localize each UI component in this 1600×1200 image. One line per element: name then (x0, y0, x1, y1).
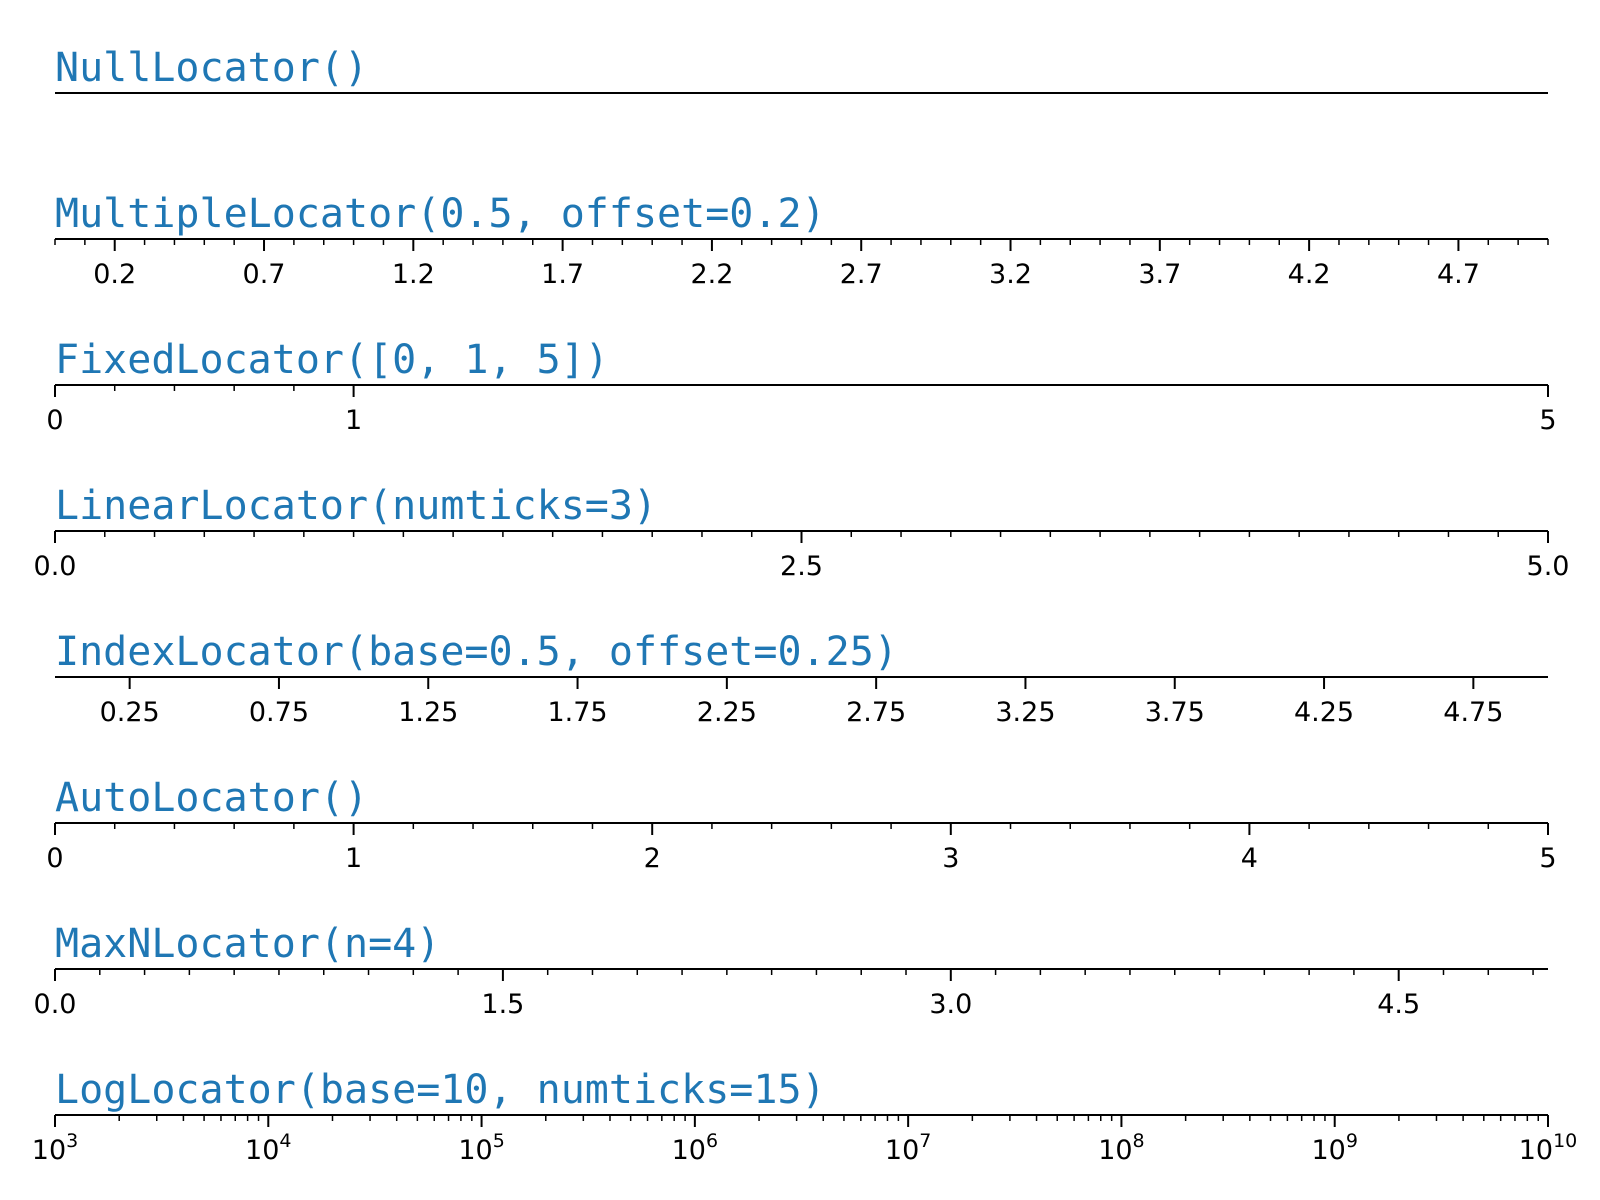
tick-label: 5 (1539, 843, 1556, 874)
tick-label: 0.7 (243, 259, 286, 290)
tick-label: 1 (345, 843, 362, 874)
tick-label-base: 10 (245, 1135, 279, 1166)
tick-label-exponent: 8 (1133, 1130, 1145, 1152)
tick-label: 2.75 (846, 697, 906, 728)
tick-label-base: 10 (885, 1135, 919, 1166)
tick-label: 3.25 (995, 697, 1055, 728)
tick-label-exponent: 7 (919, 1130, 931, 1152)
tick-label-base: 10 (1311, 1135, 1345, 1166)
tick-label: 3.7 (1138, 259, 1181, 290)
tick-label: 103 (32, 1130, 78, 1166)
tick-label: 108 (1098, 1130, 1144, 1166)
panel-title: MaxNLocator(n=4) (55, 921, 440, 967)
tick-label-exponent: 10 (1553, 1130, 1577, 1152)
axis-panel: LogLocator(base=10, numticks=15)103 104 10… (32, 1067, 1578, 1166)
panel-title: NullLocator() (55, 45, 368, 91)
axis-panel: MultipleLocator(0.5, offset=0.2) 0.2 0.7 1.… (54, 191, 1549, 290)
tick-label: 1.25 (398, 697, 458, 728)
tick-label-exponent: 3 (66, 1130, 78, 1152)
axis-panel: LinearLocator(numticks=3) 0.0 2.5 5.0 (34, 483, 1570, 582)
tick-label: 3 (942, 843, 959, 874)
axis-panel: AutoLocator() 0 1 2 3 4 5 (46, 775, 1556, 874)
panel-title: MultipleLocator(0.5, offset=0.2) (55, 191, 826, 237)
tick-label: 4.2 (1288, 259, 1331, 290)
panel-title: AutoLocator() (55, 775, 368, 821)
tick-label: 0.0 (34, 551, 77, 582)
tick-label: 2.5 (780, 551, 823, 582)
tick-label: 4.75 (1443, 697, 1503, 728)
panel-title: FixedLocator([0, 1, 5]) (55, 337, 609, 383)
tick-label: 1010 (1519, 1130, 1578, 1166)
tick-label-base: 10 (1519, 1135, 1553, 1166)
tick-label: 2.25 (697, 697, 757, 728)
tick-label: 1.5 (481, 989, 524, 1020)
tick-label: 2.7 (840, 259, 883, 290)
axis-panel: FixedLocator([0, 1, 5]) 0 1 5 (46, 337, 1556, 436)
axis-panel: MaxNLocator(n=4) 0.0 1.5 3.0 4.5 (34, 921, 1548, 1020)
tick-label: 104 (245, 1130, 291, 1166)
tick-label: 5 (1539, 405, 1556, 436)
tick-label: 1 (345, 405, 362, 436)
panel-title: IndexLocator(base=0.5, offset=0.25) (55, 629, 898, 675)
tick-label: 5.0 (1527, 551, 1570, 582)
tick-label: 2.2 (690, 259, 733, 290)
axis-panel: NullLocator() (55, 45, 1548, 94)
panel-title: LinearLocator(numticks=3) (55, 483, 657, 529)
tick-label: 106 (672, 1130, 718, 1166)
tick-label: 107 (885, 1130, 931, 1166)
tick-label-exponent: 5 (493, 1130, 505, 1152)
panel-title: LogLocator(base=10, numticks=15) (55, 1067, 826, 1113)
tick-label: 3.2 (989, 259, 1032, 290)
tick-label: 109 (1311, 1130, 1357, 1166)
tick-label: 0.75 (249, 697, 309, 728)
tick-label: 2 (644, 843, 661, 874)
tick-label: 0 (46, 843, 63, 874)
tick-label-exponent: 6 (706, 1130, 718, 1152)
tick-label: 4.7 (1437, 259, 1480, 290)
tick-label: 105 (458, 1130, 504, 1166)
tick-label-base: 10 (458, 1135, 492, 1166)
tick-label: 1.2 (392, 259, 435, 290)
tick-label: 3.0 (929, 989, 972, 1020)
tick-label-exponent: 9 (1346, 1130, 1358, 1152)
axis-panel: IndexLocator(base=0.5, offset=0.25) 0.25 0… (55, 629, 1548, 728)
tick-label-exponent: 4 (279, 1130, 291, 1152)
tick-label: 1.7 (541, 259, 584, 290)
tick-label: 0.2 (93, 259, 136, 290)
tick-label: 0.0 (34, 989, 77, 1020)
tick-label-base: 10 (672, 1135, 706, 1166)
tick-label-base: 10 (32, 1135, 66, 1166)
tick-label-base: 10 (1098, 1135, 1132, 1166)
tick-label: 0 (46, 405, 63, 436)
tick-label: 4 (1241, 843, 1258, 874)
tick-label: 3.75 (1145, 697, 1205, 728)
tick-label: 4.5 (1377, 989, 1420, 1020)
tick-label: 4.25 (1294, 697, 1354, 728)
tick-label: 0.25 (100, 697, 160, 728)
tick-label: 1.75 (547, 697, 607, 728)
